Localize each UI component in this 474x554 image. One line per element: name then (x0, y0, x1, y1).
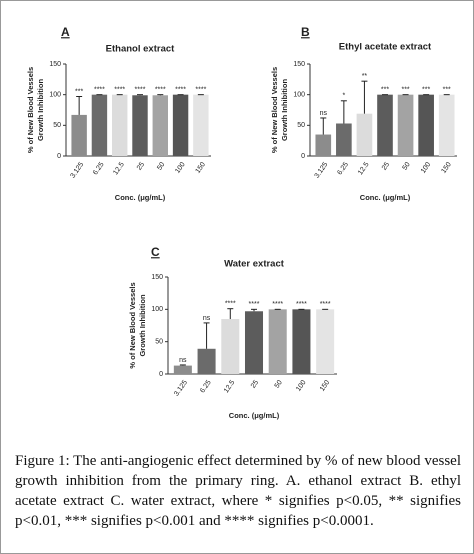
bar (418, 94, 434, 156)
significance-label: *** (401, 87, 409, 94)
significance-label: **** (225, 301, 236, 308)
x-tick-label: 3.125 (70, 161, 86, 179)
significance-label: *** (422, 87, 430, 94)
x-tick-label: 12.5 (357, 161, 371, 176)
bar (292, 309, 311, 374)
chart-title: Water extract (224, 259, 285, 270)
x-tick-label: 150 (195, 161, 207, 175)
bar (438, 94, 455, 156)
significance-label: **** (249, 301, 260, 308)
y-tick-label: 0 (301, 153, 305, 160)
x-tick-label: 150 (319, 379, 331, 393)
y-tick-label: 50 (53, 122, 61, 129)
bar (377, 94, 393, 156)
x-tick-label: 6.25 (336, 161, 350, 176)
y-axis-label: % of New Blood Vessels (270, 67, 279, 153)
bar (268, 309, 287, 374)
significance-label: ** (362, 73, 368, 80)
y-tick-label: 150 (293, 61, 305, 68)
x-tick-label: 12.5 (112, 161, 126, 176)
x-tick-label: 50 (402, 161, 412, 171)
y-tick-label: 100 (293, 92, 305, 99)
y-axis-label: Growth Inhibition (36, 79, 45, 141)
significance-label: ns (179, 357, 187, 364)
chart-title: Ethyl acetate extract (339, 42, 432, 53)
x-tick-label: 25 (136, 161, 146, 171)
bar (315, 134, 332, 156)
significance-label: **** (135, 87, 146, 94)
x-tick-label: 25 (250, 379, 260, 389)
panel-label: C (151, 245, 160, 259)
significance-label: ns (203, 315, 211, 322)
significance-label: **** (272, 301, 283, 308)
bar (336, 123, 352, 156)
y-tick-label: 50 (297, 122, 305, 129)
significance-label: * (342, 93, 345, 100)
x-tick-label: 150 (440, 161, 452, 175)
significance-label: **** (320, 301, 331, 308)
bar (152, 95, 168, 156)
x-tick-label: 3.125 (314, 161, 330, 179)
bar (132, 95, 148, 156)
y-tick-label: 100 (49, 92, 61, 99)
bar (172, 94, 189, 156)
x-tick-label: 6.25 (92, 161, 106, 176)
bar (173, 365, 192, 374)
bar (244, 311, 264, 374)
x-tick-label: 100 (420, 161, 432, 175)
bar (397, 94, 414, 156)
significance-label: **** (155, 87, 166, 94)
x-tick-label: 12.5 (223, 379, 237, 394)
significance-label: *** (75, 88, 83, 95)
significance-label: **** (296, 301, 307, 308)
significance-label: *** (381, 87, 389, 94)
y-axis-label: % of New Blood Vessels (26, 67, 35, 153)
x-tick-label: 25 (381, 161, 391, 171)
bar (197, 348, 216, 374)
x-tick-label: 50 (156, 161, 166, 171)
caption: Figure 1: The anti-angiogenic effect det… (15, 453, 461, 529)
y-axis-label: Growth Inhibition (280, 79, 289, 141)
significance-label: ns (320, 110, 328, 117)
bar (356, 113, 373, 156)
chart-title: Ethanol extract (106, 44, 175, 55)
y-tick-label: 100 (151, 306, 163, 313)
significance-label: **** (114, 87, 125, 94)
bar (193, 94, 209, 156)
panel-label: A (61, 25, 70, 39)
bar (221, 319, 240, 374)
y-axis-label: % of New Blood Vessels (128, 282, 137, 368)
bar (71, 114, 87, 156)
y-tick-label: 150 (151, 274, 163, 281)
x-tick-label: 100 (174, 161, 186, 175)
y-tick-label: 0 (57, 153, 61, 160)
x-axis-label: Conc. (μg/mL) (229, 411, 280, 420)
x-axis-label: Conc. (μg/mL) (360, 193, 411, 202)
y-tick-label: 150 (49, 61, 61, 68)
significance-label: **** (94, 87, 105, 94)
significance-label: **** (195, 87, 206, 94)
y-tick-label: 0 (159, 371, 163, 378)
x-tick-label: 50 (274, 379, 284, 389)
x-tick-label: 6.25 (199, 379, 213, 394)
panel-label: B (301, 25, 310, 39)
y-axis-label: Growth Inhibition (138, 294, 147, 356)
bar (112, 94, 128, 156)
bar (91, 94, 108, 156)
x-tick-label: 100 (295, 379, 307, 393)
x-axis-label: Conc. (μg/mL) (115, 193, 166, 202)
significance-label: *** (443, 87, 451, 94)
y-tick-label: 50 (155, 339, 163, 346)
bar (316, 309, 335, 374)
significance-label: **** (175, 87, 186, 94)
x-tick-label: 3.125 (173, 379, 189, 397)
